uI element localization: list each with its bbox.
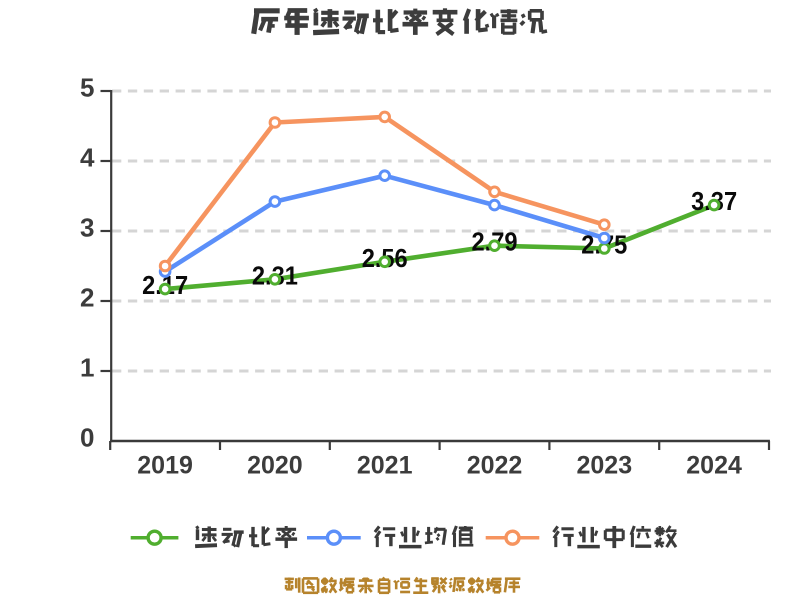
svg-text:3: 3 <box>80 213 94 243</box>
svg-text:5: 5 <box>80 73 94 103</box>
svg-text:1: 1 <box>80 353 94 383</box>
svg-text:2019: 2019 <box>137 452 193 480</box>
svg-text:2: 2 <box>80 283 94 313</box>
svg-text:4: 4 <box>80 143 95 173</box>
svg-text:2021: 2021 <box>357 452 413 480</box>
svg-text:0: 0 <box>80 423 94 453</box>
svg-text:2020: 2020 <box>247 452 303 480</box>
svg-text:2024: 2024 <box>686 452 742 480</box>
svg-text:2023: 2023 <box>576 452 632 480</box>
svg-text:2022: 2022 <box>467 452 523 480</box>
